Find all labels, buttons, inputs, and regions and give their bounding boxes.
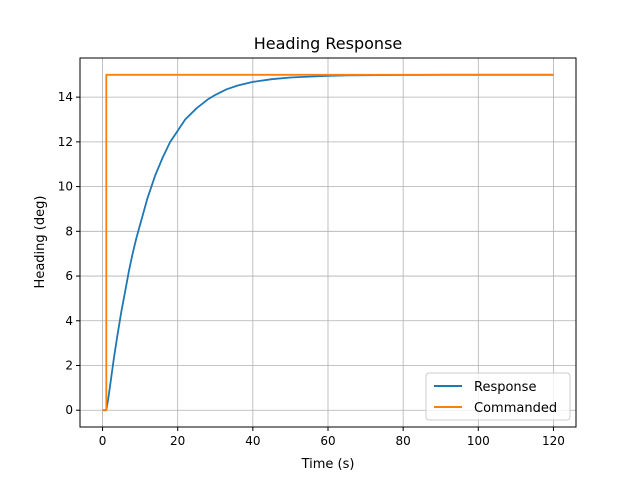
y-tick-label: 10	[58, 180, 73, 194]
x-tick-label: 20	[170, 434, 185, 448]
x-tick-label: 100	[467, 434, 490, 448]
chart-title: Heading Response	[254, 34, 403, 53]
x-tick-label: 60	[320, 434, 335, 448]
legend-label-response: Response	[474, 380, 536, 395]
y-tick-label: 0	[65, 403, 73, 417]
y-tick-label: 6	[65, 269, 73, 283]
legend-box	[425, 372, 571, 421]
x-tick-label: 120	[542, 434, 565, 448]
series-layer	[102, 73, 554, 412]
y-tick-label: 14	[58, 90, 73, 104]
x-axis-label: Time (s)	[301, 457, 355, 472]
x-tick-label: 0	[99, 434, 107, 448]
legend-label-commanded: Commanded	[474, 401, 557, 416]
axis-ticks: 0 20 40 60 80 100 120 0 2 4 6 8 10 12 14	[58, 90, 565, 448]
y-tick-label: 8	[65, 224, 73, 238]
y-axis-label: Heading (deg)	[33, 196, 48, 289]
y-tick-label: 12	[58, 135, 73, 149]
legend: Response Commanded	[425, 372, 571, 421]
y-tick-label: 4	[65, 314, 73, 328]
y-tick-label: 2	[65, 359, 73, 373]
series-line-commanded	[102, 73, 554, 412]
x-tick-label: 40	[245, 434, 260, 448]
x-tick-label: 80	[396, 434, 411, 448]
